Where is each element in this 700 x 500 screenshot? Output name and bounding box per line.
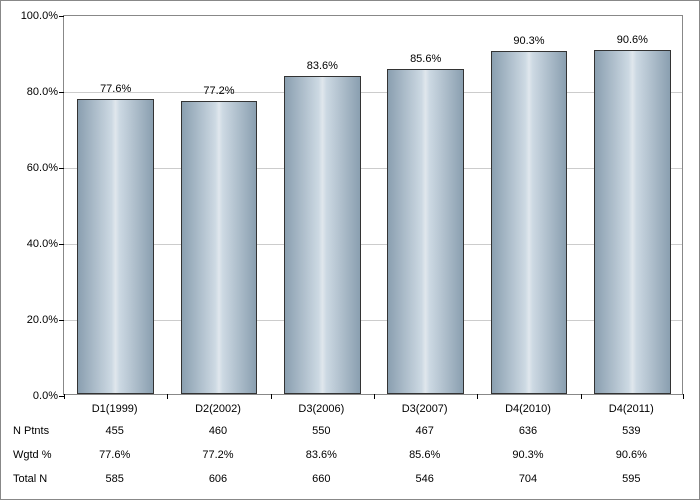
table-cell: 460 [166, 425, 269, 437]
gridline [64, 320, 682, 321]
bar [181, 101, 257, 394]
table-cell: 83.6% [270, 449, 373, 461]
y-tick-label: 80.0% [27, 86, 64, 98]
x-tick-mark [64, 394, 65, 399]
table-row-label: Total N [13, 473, 47, 485]
table-cell: 546 [373, 473, 476, 485]
x-tick-mark [683, 394, 684, 399]
bar [77, 99, 153, 394]
table-cell: 606 [166, 473, 269, 485]
table-cell: 636 [476, 425, 579, 437]
table-cell: 704 [476, 473, 579, 485]
bar-value-label: 85.6% [374, 53, 477, 65]
table-cell: 90.6% [580, 449, 683, 461]
x-category-label: D4(2011) [580, 403, 683, 415]
x-category-label: D3(2006) [270, 403, 373, 415]
table-cell: 455 [63, 425, 166, 437]
bar-value-label: 90.3% [477, 35, 580, 47]
x-tick-mark [167, 394, 168, 399]
bar [284, 76, 360, 394]
bar-value-label: 77.6% [64, 83, 167, 95]
x-tick-mark [477, 394, 478, 399]
plot-area: 0.0%20.0%40.0%60.0%80.0%100.0%77.6%77.2%… [63, 15, 683, 395]
x-category-label: D1(1999) [63, 403, 166, 415]
y-tick-label: 60.0% [27, 162, 64, 174]
table-cell: 550 [270, 425, 373, 437]
y-tick-label: 20.0% [27, 314, 64, 326]
gridline [64, 168, 682, 169]
chart-container: 0.0%20.0%40.0%60.0%80.0%100.0%77.6%77.2%… [0, 0, 700, 500]
y-tick-label: 100.0% [21, 10, 64, 22]
x-tick-mark [271, 394, 272, 399]
x-category-label: D3(2007) [373, 403, 476, 415]
bar [491, 51, 567, 394]
bar [594, 50, 670, 394]
table-cell: 539 [580, 425, 683, 437]
y-tick-label: 40.0% [27, 238, 64, 250]
table-row-label: N Ptnts [13, 425, 49, 437]
table-cell: 585 [63, 473, 166, 485]
gridline [64, 244, 682, 245]
x-category-label: D4(2010) [476, 403, 579, 415]
table-cell: 467 [373, 425, 476, 437]
y-tick-label: 0.0% [33, 390, 64, 402]
bar-value-label: 77.2% [167, 85, 270, 97]
x-tick-mark [374, 394, 375, 399]
x-tick-mark [581, 394, 582, 399]
bar-value-label: 90.6% [581, 34, 684, 46]
table-cell: 85.6% [373, 449, 476, 461]
table-cell: 660 [270, 473, 373, 485]
table-row-label: Wgtd % [13, 449, 52, 461]
x-category-label: D2(2002) [166, 403, 269, 415]
table-cell: 77.6% [63, 449, 166, 461]
table-cell: 77.2% [166, 449, 269, 461]
bar [387, 69, 463, 394]
table-cell: 90.3% [476, 449, 579, 461]
bar-value-label: 83.6% [271, 60, 374, 72]
table-cell: 595 [580, 473, 683, 485]
